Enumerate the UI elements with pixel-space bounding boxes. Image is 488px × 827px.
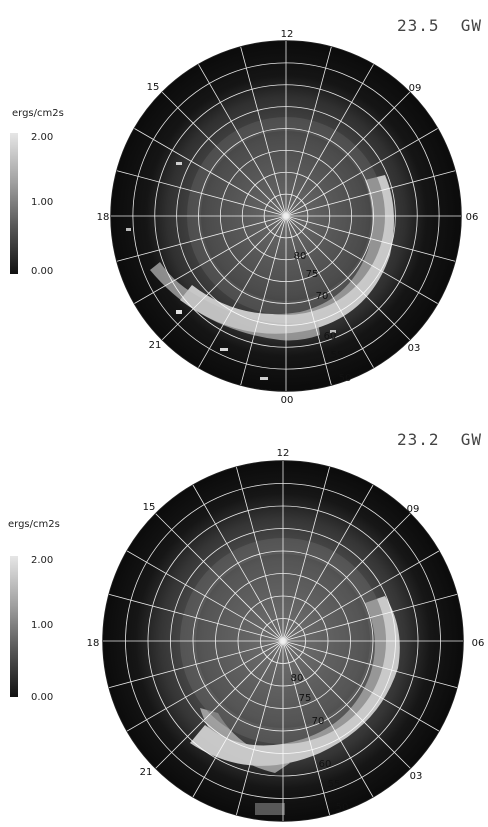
mlt-meridian [282, 640, 411, 769]
mlt-label: 18 [97, 212, 110, 223]
mlt-meridian [285, 215, 374, 368]
mlt-label: 03 [410, 771, 423, 782]
latitude-label: 60 [324, 331, 337, 342]
mlt-meridian [109, 594, 284, 642]
colorbar-unit: ergs/cm2s [8, 519, 60, 530]
latitude-label: 50 [339, 373, 352, 384]
mlt-label: 03 [408, 343, 421, 354]
mlt-label: 09 [407, 504, 420, 515]
mlt-meridian [116, 215, 287, 262]
latitude-label: 75 [299, 693, 312, 704]
colorbar-min: 0.00 [31, 266, 54, 277]
mlt-label: 06 [466, 212, 479, 223]
mlt-label: 18 [87, 638, 100, 649]
mlt-meridian [236, 467, 284, 642]
colorbar [10, 133, 18, 274]
polar-map-panel-1: 12 09 06 03 00 21 18 15 80 75 70 60 55 50 23.5 GW er… [0, 0, 488, 413]
polar-map-panel-2: 12 09 06 03 00 21 18 15 80 75 70 60 55 50 23.2 GW er… [0, 413, 488, 826]
mlt-meridian [282, 484, 374, 642]
mlt-label: 12 [277, 448, 290, 459]
colorbar-max: 2.00 [31, 555, 54, 566]
colorbar-max: 2.00 [31, 132, 54, 143]
latitude-label: 50 [336, 802, 349, 813]
mlt-meridian [126, 550, 284, 642]
colorbar-min: 0.00 [31, 692, 54, 703]
hemispheric-power: 23.5 GW [396, 16, 482, 35]
polar-map-1: 12 09 06 03 00 21 18 15 80 75 70 60 55 50 [97, 29, 479, 406]
mlt-label: 12 [281, 29, 294, 40]
latitude-label: 55 [328, 779, 341, 790]
colorbar [10, 556, 18, 697]
mlt-label: 21 [149, 340, 162, 351]
mlt-meridian [240, 46, 287, 217]
mlt-meridian [282, 467, 330, 642]
mlt-meridian [236, 640, 284, 815]
mlt-meridian [155, 513, 284, 642]
colorbar-mid: 1.00 [31, 620, 54, 631]
latitude-label: 80 [291, 673, 304, 684]
mlt-meridian [285, 215, 438, 304]
latitude-label: 80 [294, 251, 307, 262]
mlt-meridian [285, 46, 332, 217]
mlt-meridian [282, 550, 440, 642]
latitude-label: 70 [312, 716, 325, 727]
mlt-meridian [161, 91, 287, 217]
mlt-meridian [134, 215, 287, 304]
mlt-meridian [285, 170, 456, 217]
latitude-label: 70 [316, 291, 329, 302]
mlt-meridian [192, 640, 284, 798]
mlt-meridian [198, 64, 287, 217]
mlt-meridian [198, 215, 287, 368]
mlt-meridian [282, 640, 374, 798]
latitude-label: 60 [319, 759, 332, 770]
mlt-meridian [282, 640, 330, 815]
mlt-meridian [285, 64, 374, 217]
mlt-meridian [282, 640, 457, 688]
mlt-meridian [192, 484, 284, 642]
mlt-label: 15 [143, 502, 156, 513]
mlt-meridian [155, 640, 284, 769]
mlt-meridian [285, 91, 411, 217]
mlt-meridian [134, 128, 287, 217]
mlt-label: 15 [147, 82, 160, 93]
mlt-meridian [282, 640, 440, 732]
mlt-meridian [285, 215, 411, 341]
mlt-meridian [240, 215, 287, 386]
mlt-label: 09 [409, 83, 422, 94]
mlt-meridian [109, 640, 284, 688]
colorbar-unit: ergs/cm2s [12, 108, 64, 119]
mlt-label: 06 [472, 638, 485, 649]
grid [102, 460, 464, 822]
mlt-meridian [161, 215, 287, 341]
hemispheric-power: 23.2 GW [396, 430, 482, 449]
mlt-meridian [285, 215, 456, 262]
mlt-meridian [282, 513, 411, 642]
polar-map-2: 12 09 06 03 00 21 18 15 80 75 70 60 55 50 [87, 448, 485, 826]
latitude-label: 55 [331, 350, 344, 361]
mlt-meridian [285, 128, 438, 217]
latitude-label: 75 [306, 269, 319, 280]
mlt-label: 00 [281, 395, 294, 406]
grid [110, 40, 462, 392]
mlt-meridian [285, 215, 332, 386]
mlt-label: 21 [140, 767, 153, 778]
mlt-meridian [116, 170, 287, 217]
mlt-meridian [126, 640, 284, 732]
colorbar-mid: 1.00 [31, 197, 54, 208]
auroral-oval [190, 596, 400, 766]
mlt-label: 00 [277, 825, 290, 826]
mlt-meridian [282, 594, 457, 642]
